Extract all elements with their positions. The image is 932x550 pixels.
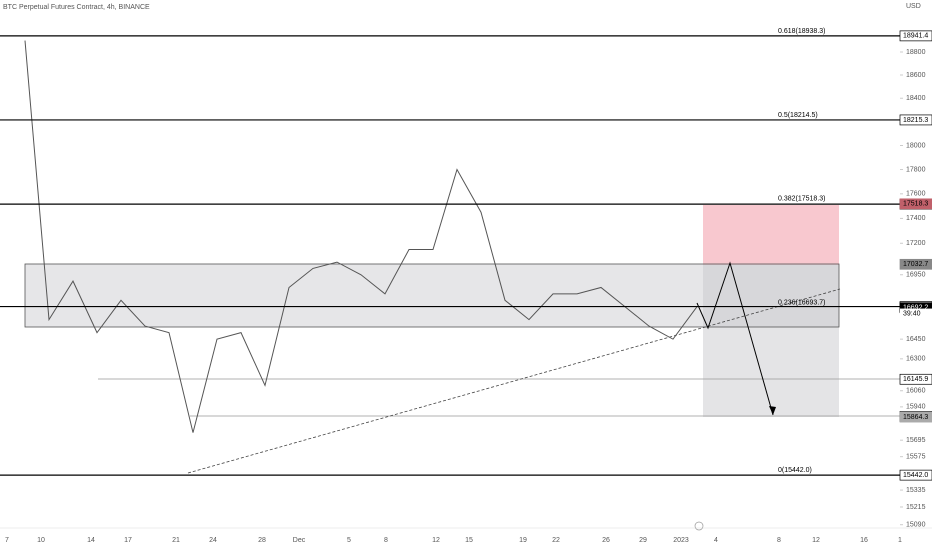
price-tag [899, 198, 932, 210]
price-tag [899, 411, 932, 423]
x-tick-label: 5 [347, 537, 351, 544]
fib-label: 0.236(16693.7) [778, 299, 825, 306]
fib-label: 0.5(18214.5) [778, 112, 818, 119]
price-tag [899, 114, 932, 126]
y-tick-label: 16950 [906, 272, 926, 279]
y-tick-label: 18000 [906, 142, 926, 149]
risk-zone [703, 205, 839, 265]
x-tick-label: 28 [258, 537, 266, 544]
y-tick-label: 18400 [906, 95, 926, 102]
fib-label: 0.618(18938.3) [778, 28, 825, 35]
y-tick-label: 15090 [906, 522, 926, 529]
x-tick-label: 22 [552, 537, 560, 544]
x-tick-label: 21 [172, 537, 180, 544]
projection-path [696, 261, 774, 416]
x-tick-label: 4 [714, 537, 718, 544]
price-tag [899, 258, 932, 270]
price-axis [900, 0, 932, 550]
x-tick-label: 19 [519, 537, 527, 544]
y-tick-label: 15335 [906, 487, 926, 494]
x-tick-label: 2023 [673, 537, 689, 544]
y-tick-label: 16060 [906, 388, 926, 395]
countdown-bg [900, 308, 932, 318]
x-tick-label: 29 [639, 537, 647, 544]
trend-line [187, 288, 841, 474]
price-line [24, 40, 698, 433]
y-tick-label: 17200 [906, 240, 926, 247]
price-tag-label: 18941.4 [903, 33, 928, 40]
y-tick-label: 15215 [906, 504, 926, 511]
y-tick-label: 15575 [906, 454, 926, 461]
x-tick-label: 24 [209, 537, 217, 544]
y-tick-label: 18800 [906, 49, 926, 56]
price-tag-label: 17032.7 [903, 261, 928, 268]
y-tick-label: 17800 [906, 166, 926, 173]
x-tick-label: 15 [465, 537, 473, 544]
price-tag [899, 469, 932, 481]
x-tick-label: 12 [432, 537, 440, 544]
price-tag-label: 16692.2 [903, 305, 928, 312]
chart-title: BTC Perpetual Futures Contract, 4h, BINA… [3, 4, 150, 11]
price-tag [899, 373, 932, 385]
y-tick-label: 18600 [906, 72, 926, 79]
price-tag-label: 17518.3 [903, 201, 928, 208]
price-tag-label: 15442.0 [903, 472, 928, 479]
x-tick-label: 17 [124, 537, 132, 544]
x-tick-label: 7 [5, 537, 9, 544]
x-tick-label: 12 [812, 537, 820, 544]
alert-icon[interactable] [694, 521, 704, 531]
x-tick-label: 8 [777, 537, 781, 544]
x-tick-label: 1 [898, 537, 902, 544]
reward-zone [703, 265, 839, 417]
y-tick-label: 16450 [906, 336, 926, 343]
price-tag-label: 18215.3 [903, 117, 928, 124]
currency: USD [906, 3, 921, 10]
y-tick-label: 17600 [906, 191, 926, 198]
y-tick-label: 17400 [906, 215, 926, 222]
x-tick-label: 16 [860, 537, 868, 544]
x-tick-label: 14 [87, 537, 95, 544]
fib-label: 0.382(17518.3) [778, 196, 825, 203]
price-tag [899, 30, 932, 42]
y-tick-label: 16300 [906, 356, 926, 363]
arrow-head [769, 406, 776, 415]
x-tick-label: Dec [293, 537, 306, 544]
x-tick-label: 26 [602, 537, 610, 544]
y-tick-label: 15695 [906, 437, 926, 444]
x-tick-label: 10 [37, 537, 45, 544]
y-tick-label: 15940 [906, 404, 926, 411]
range-box [24, 263, 840, 328]
x-tick-label: 8 [384, 537, 388, 544]
price-tag-label: 15864.3 [903, 414, 928, 421]
countdown: 39:40 [903, 310, 921, 317]
fib-label: 0(15442.0) [778, 467, 812, 474]
price-tag-label: 16145.9 [903, 376, 928, 383]
